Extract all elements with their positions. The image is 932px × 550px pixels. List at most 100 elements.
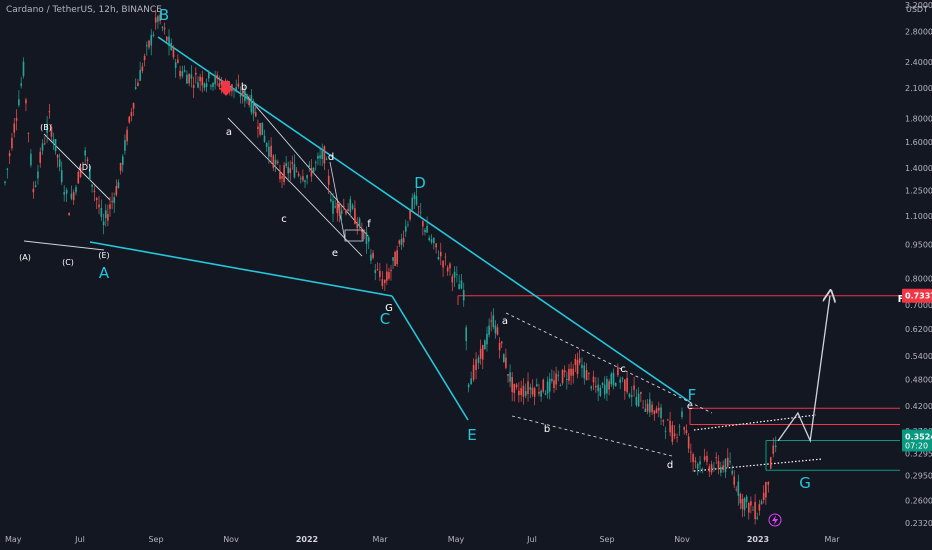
candle-body — [722, 465, 724, 470]
candle-body — [720, 466, 722, 473]
candle-body — [690, 451, 692, 453]
candle-body — [60, 170, 63, 183]
candle-body — [310, 167, 313, 177]
candle-body — [724, 459, 727, 473]
candle-body — [426, 225, 428, 233]
candle-body — [44, 143, 46, 145]
channel-upper — [505, 312, 713, 414]
x-tick-label: Mar — [824, 535, 840, 544]
wave-label-minor: f — [367, 219, 371, 230]
candle-body — [733, 476, 736, 485]
candle-body — [143, 55, 146, 61]
candle-body — [308, 164, 311, 167]
x-tick-label: Sep — [148, 535, 163, 544]
candle-body — [338, 204, 341, 217]
candle-body — [159, 14, 161, 22]
candle-body — [295, 170, 298, 172]
candle-body — [745, 496, 748, 502]
candle-body — [257, 126, 259, 129]
candle-body — [765, 481, 767, 498]
candle-body — [458, 284, 460, 290]
candle-body — [578, 358, 581, 363]
y-tick-label: 1.4000 — [905, 164, 932, 173]
candle-body — [424, 229, 426, 233]
candle-body — [667, 419, 669, 421]
candle-body — [41, 143, 44, 151]
candle-body — [481, 344, 484, 360]
candle-body — [268, 146, 270, 157]
candle-body — [518, 390, 520, 396]
candle-body — [330, 199, 332, 202]
candle-body — [435, 243, 437, 248]
candle-body — [174, 62, 177, 68]
candle-body — [713, 467, 715, 469]
candle-body — [379, 270, 381, 277]
candle-body — [535, 384, 538, 387]
candle-body — [583, 365, 586, 379]
countdown-label: 07:20 — [905, 441, 928, 450]
candle-body — [102, 221, 105, 226]
candle-body — [132, 103, 135, 109]
candle-body — [332, 200, 334, 214]
candle-body — [608, 381, 610, 390]
triangle-g-upper — [693, 414, 817, 431]
candle-body — [345, 210, 347, 214]
candle-body — [729, 460, 731, 463]
y-tick-label: 2.4000 — [905, 58, 932, 67]
candle-body — [754, 501, 756, 520]
candle-body — [687, 436, 690, 449]
candle-body — [128, 116, 131, 123]
candle-body — [635, 396, 638, 406]
candle-body — [551, 378, 553, 382]
projection-arrow — [777, 296, 830, 444]
candle-body — [444, 256, 447, 258]
candle-body — [486, 333, 488, 345]
candle-body — [467, 384, 470, 388]
candle-body — [731, 471, 733, 474]
candle-body — [343, 206, 345, 207]
candle-body — [477, 357, 480, 364]
candle-body — [433, 237, 435, 244]
candle-body — [312, 167, 315, 173]
candle-body — [141, 66, 144, 71]
candle-body — [769, 457, 772, 469]
candle-body — [130, 112, 133, 117]
candle-body — [179, 70, 181, 77]
candle-body — [509, 372, 511, 382]
candle-body — [503, 354, 505, 363]
candle-body — [762, 492, 765, 500]
candle-body — [115, 186, 118, 196]
candle-body — [515, 384, 518, 388]
candle-body — [98, 204, 100, 208]
candle-body — [614, 382, 617, 387]
candle-body — [161, 27, 164, 28]
candle-body — [279, 172, 281, 180]
candle-body — [199, 76, 201, 82]
candle-body — [168, 36, 170, 47]
candle-body — [737, 481, 740, 496]
candle-body — [739, 493, 742, 504]
wave-label-minor: b — [544, 424, 550, 435]
candle-body — [218, 83, 221, 88]
event-icon[interactable] — [768, 513, 782, 527]
candle-body — [183, 70, 186, 72]
candle-body — [492, 315, 495, 328]
candle-body — [456, 274, 458, 275]
candle-body — [465, 327, 467, 342]
candle-body — [630, 395, 633, 397]
candle-body — [261, 122, 264, 136]
candle-body — [188, 73, 190, 84]
candle-body — [150, 34, 153, 46]
candle-body — [706, 455, 708, 462]
candle-body — [451, 276, 454, 283]
candle-body — [522, 385, 525, 397]
candle-body — [392, 257, 394, 261]
candle-body — [498, 342, 501, 351]
candle-body — [646, 403, 649, 412]
candle-body — [22, 61, 25, 77]
candle-body — [50, 127, 53, 137]
x-tick-label: May — [448, 535, 465, 544]
candle-body — [619, 379, 621, 383]
candle-body — [442, 260, 444, 268]
